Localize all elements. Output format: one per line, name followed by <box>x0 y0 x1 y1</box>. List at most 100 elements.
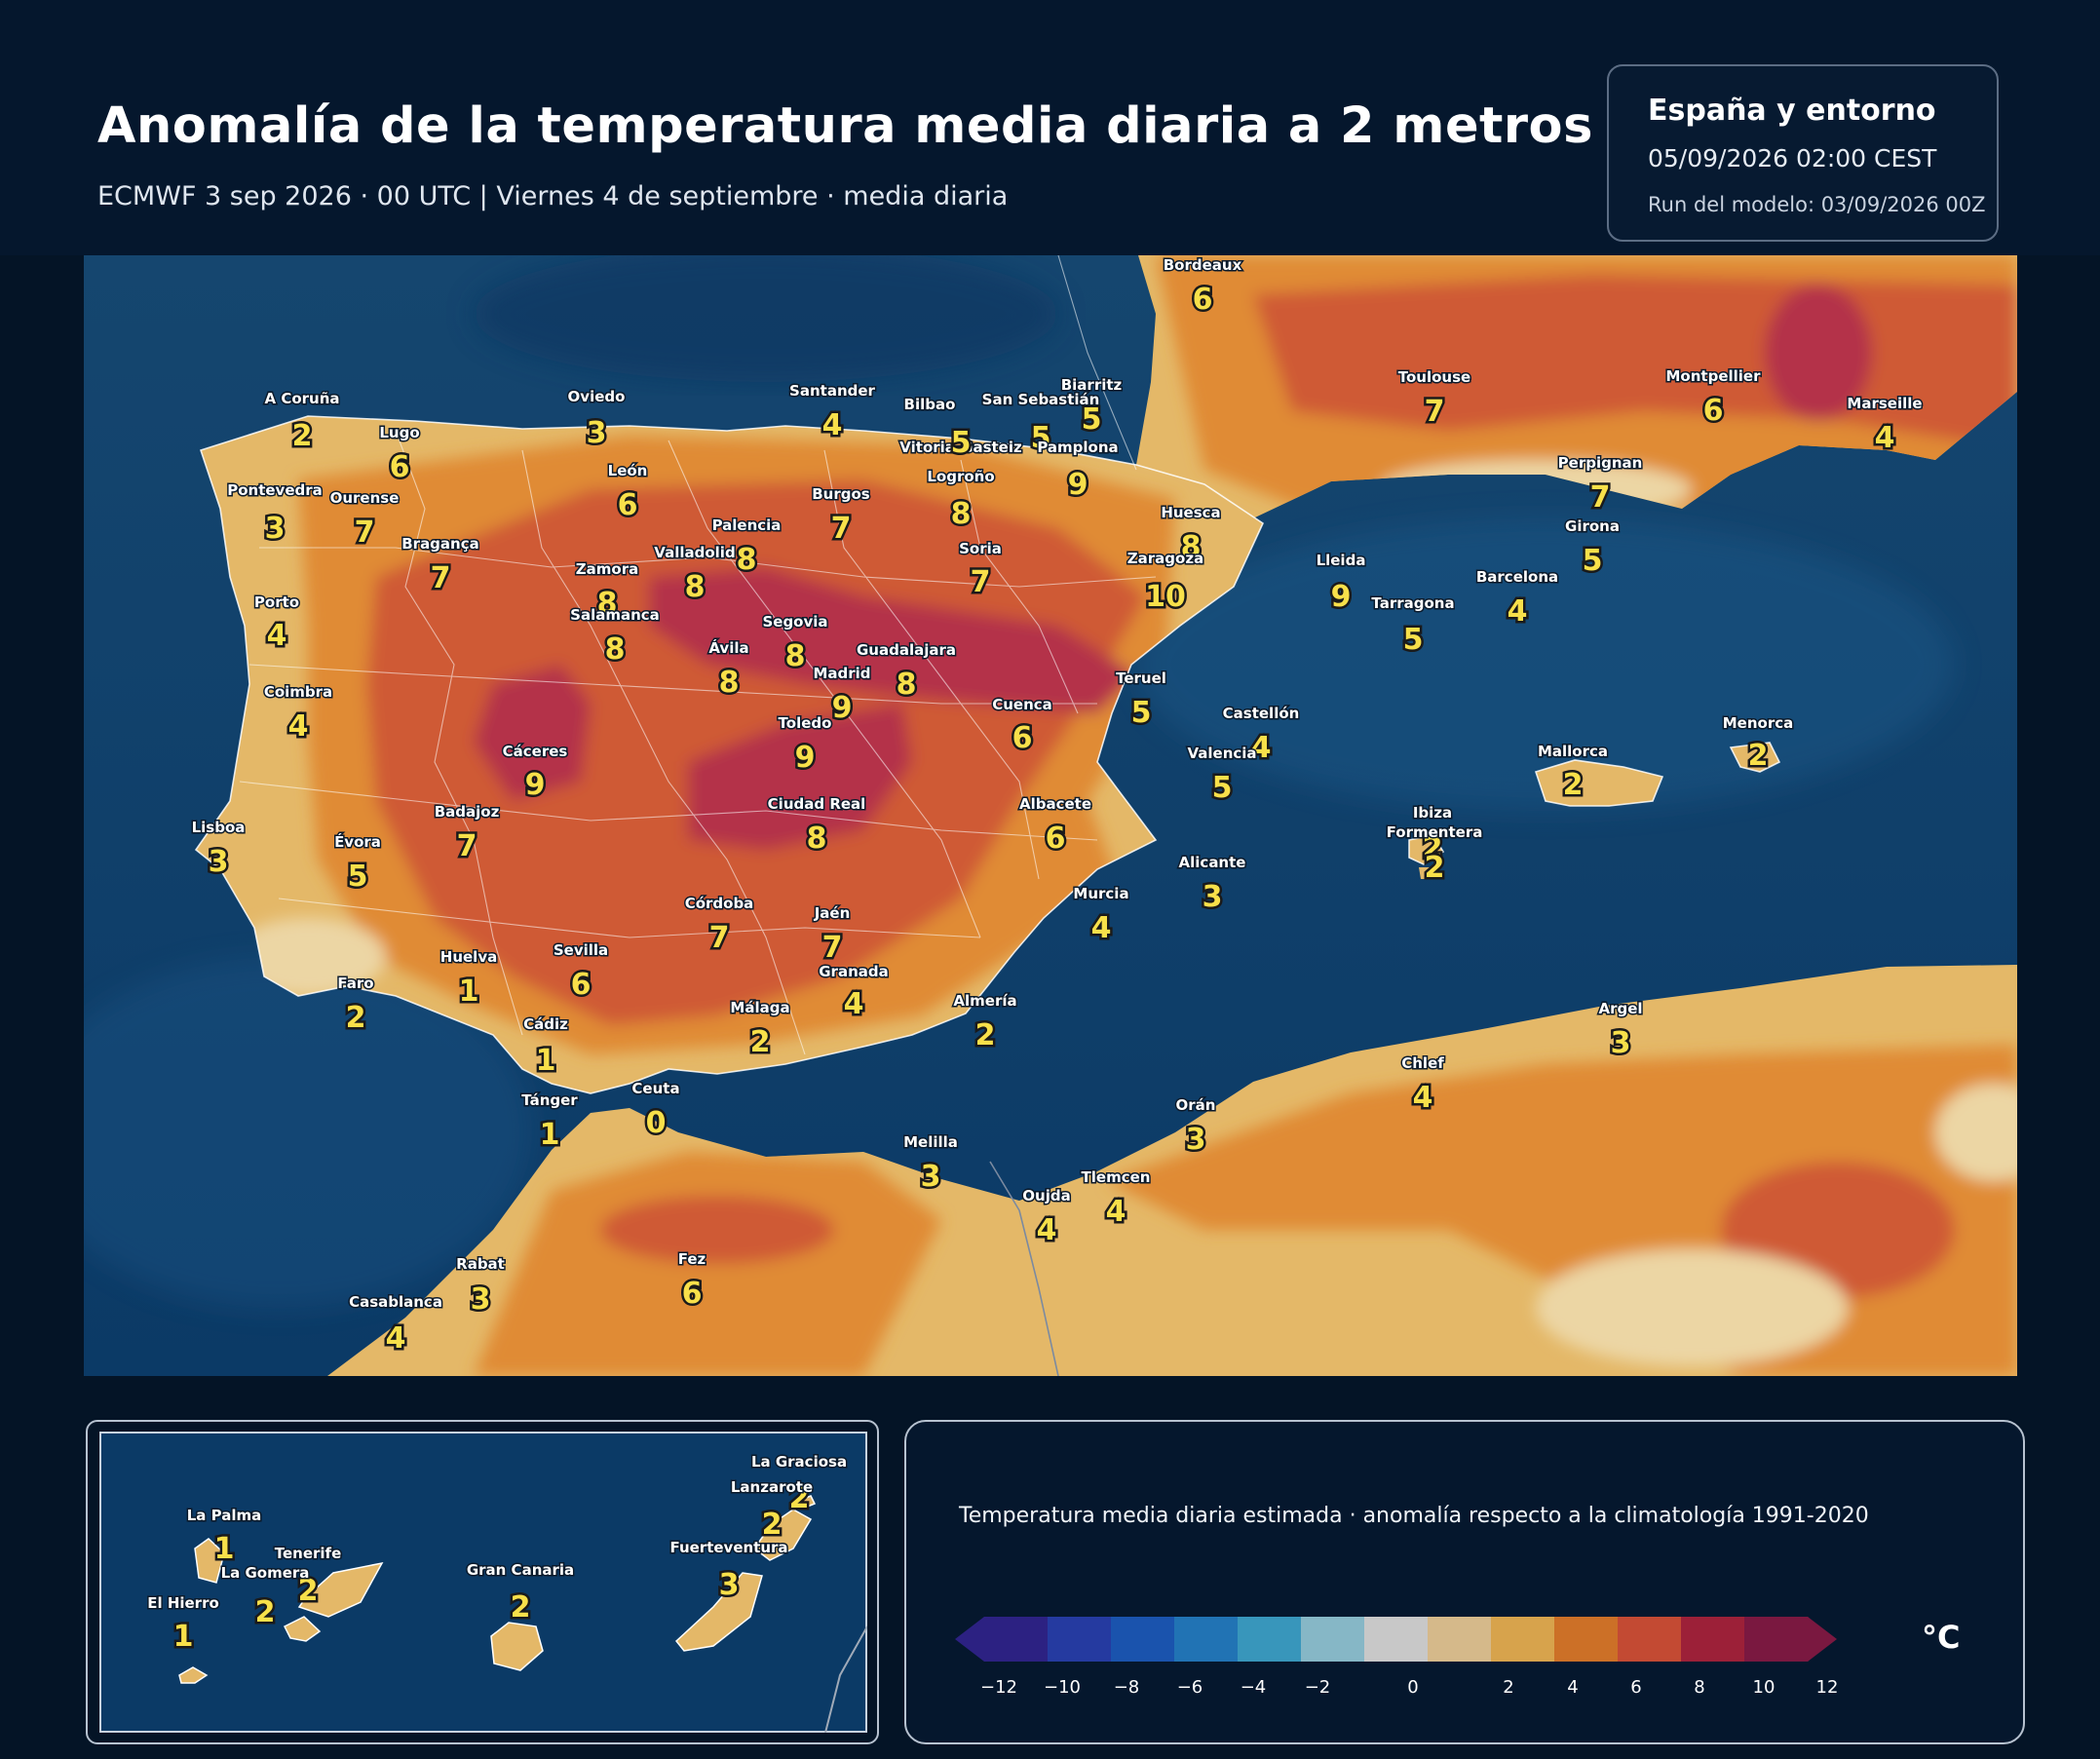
page-title: Anomalía de la temperatura media diaria … <box>97 97 1593 155</box>
city-label-toledo: Toledo <box>779 714 832 732</box>
anomaly-value-pamplona: 9 <box>1068 468 1088 502</box>
city-label-badajoz: Badajoz <box>435 803 500 821</box>
city-label-biarritz: Biarritz <box>1061 376 1123 394</box>
canary-value-la-graciosa: 2 <box>789 1481 810 1515</box>
city-label-san-sebastian: San Sebastián <box>982 391 1100 408</box>
city-label-huesca: Huesca <box>1161 504 1220 521</box>
city-label-salamanca: Salamanca <box>570 606 660 624</box>
anomaly-value-evora: 5 <box>348 860 368 894</box>
anomaly-value-logrono: 8 <box>951 497 972 531</box>
city-label-rabat: Rabat <box>456 1255 505 1273</box>
anomaly-value-alicante: 3 <box>1203 880 1223 914</box>
city-label-perpignan: Perpignan <box>1558 454 1643 472</box>
anomaly-value-zamora: 8 <box>597 587 618 621</box>
city-label-guadalajara: Guadalajara <box>857 641 956 659</box>
anomaly-value-castellon: 4 <box>1251 731 1272 765</box>
anomaly-value-cuenca: 6 <box>1012 721 1033 755</box>
anomaly-value-murcia: 4 <box>1091 911 1112 945</box>
anomaly-value-badajoz: 7 <box>457 829 477 863</box>
anomaly-value-valencia: 5 <box>1212 771 1233 805</box>
anomaly-value-valladolid: 8 <box>685 570 706 604</box>
anomaly-value-toledo: 9 <box>795 741 816 775</box>
city-label-bilbao: Bilbao <box>904 396 956 413</box>
city-label-zaragoza: Zaragoza <box>1127 550 1203 567</box>
city-label-murcia: Murcia <box>1073 885 1128 902</box>
colorbar-tick-label: −8 <box>1114 1677 1140 1698</box>
colorbar-tick-label: 4 <box>1567 1677 1578 1698</box>
colorbar-bin <box>1491 1617 1555 1662</box>
anomaly-value-formentera: 2 <box>1425 851 1445 885</box>
city-label-palencia: Palencia <box>712 516 782 534</box>
city-label-valladolid: Valladolid <box>654 544 735 561</box>
colorbar-extend-high <box>1808 1617 1837 1662</box>
city-label-logrono: Logroño <box>927 468 994 485</box>
anomaly-value-leon: 6 <box>618 488 638 522</box>
anomaly-value-faro: 2 <box>346 1001 366 1035</box>
morocco-algeria-border <box>989 1161 1059 1376</box>
anomaly-value-oran: 3 <box>1186 1123 1206 1157</box>
city-label-formentera: Formentera <box>1387 823 1483 841</box>
canary-label-la-gomera: La Gomera <box>221 1564 310 1582</box>
city-label-tanger: Tánger <box>521 1091 578 1109</box>
anomaly-value-almeria: 2 <box>975 1018 996 1052</box>
city-label-marseille: Marseille <box>1847 395 1922 412</box>
main-anomaly-map[interactable]: Bordeaux 6 Toulouse 7 Montpellier 6 Marseille 4… <box>84 255 2017 1376</box>
colorbar-bin <box>1618 1617 1682 1662</box>
colorbar-bin <box>1681 1617 1745 1662</box>
colorbar-bin <box>1744 1617 1809 1662</box>
colorbar-bin <box>1238 1617 1302 1662</box>
city-label-porto: Porto <box>254 593 299 611</box>
city-label-alicante: Alicante <box>1179 854 1246 871</box>
anomaly-value-madrid: 9 <box>832 691 853 725</box>
header-bar: Anomalía de la temperatura media diaria … <box>0 0 2100 255</box>
canary-label-el-hierro: El Hierro <box>147 1594 219 1612</box>
city-label-pamplona: Pamplona <box>1037 439 1118 456</box>
city-label-toulouse: Toulouse <box>1398 368 1470 386</box>
city-label-cuenca: Cuenca <box>992 696 1052 713</box>
city-label-valencia: Valencia <box>1187 745 1256 762</box>
page-subtitle: ECMWF 3 sep 2026 · 00 UTC | Viernes 4 de… <box>97 181 1009 211</box>
colorbar-bin <box>1364 1617 1429 1662</box>
canary-value-la-palma: 1 <box>214 1532 235 1566</box>
colorbar-bin <box>1174 1617 1239 1662</box>
anomaly-value-santander: 4 <box>822 408 843 442</box>
anomaly-value-burgos: 7 <box>831 512 852 546</box>
info-model-run: Run del modelo: 03/09/2026 00Z <box>1648 193 1986 216</box>
city-label-huelva: Huelva <box>440 948 497 966</box>
anomaly-value-salamanca: 8 <box>605 632 626 667</box>
city-label-melilla: Melilla <box>903 1133 958 1151</box>
city-label-montpellier: Montpellier <box>1666 367 1762 385</box>
anomaly-value-pontevedra: 3 <box>265 512 286 546</box>
city-label-burgos: Burgos <box>812 485 870 503</box>
anomaly-value-a-coruna: 2 <box>292 419 313 453</box>
anomaly-value-perpignan: 7 <box>1590 480 1611 515</box>
anomaly-value-marseille: 4 <box>1875 421 1895 455</box>
city-label-oviedo: Oviedo <box>568 388 626 405</box>
anomaly-value-coimbra: 4 <box>288 709 309 744</box>
city-label-madrid: Madrid <box>813 665 870 682</box>
anomaly-value-zaragoza: 10 <box>1145 580 1186 614</box>
colorbar-tick-label: 8 <box>1694 1677 1704 1698</box>
anomaly-value-biarritz: 5 <box>1082 402 1102 437</box>
city-label-vitoria-gasteiz: Vitoria-Gasteiz <box>899 439 1022 456</box>
city-label-argel: Argel <box>1598 1000 1642 1017</box>
anomaly-value-jaen: 7 <box>822 931 843 965</box>
legend-caption: Temperatura media diaria estimada · anom… <box>959 1504 1869 1528</box>
city-label-lugo: Lugo <box>379 424 419 441</box>
city-label-mallorca: Mallorca <box>1538 743 1608 760</box>
anomaly-value-guadalajara: 8 <box>897 668 917 702</box>
anomaly-value-oujda: 4 <box>1037 1213 1057 1247</box>
city-label-girona: Girona <box>1565 517 1620 535</box>
legend-unit: °C <box>1922 1619 1961 1656</box>
anomaly-value-melilla: 3 <box>921 1160 941 1194</box>
colorbar-tick-label: −6 <box>1177 1677 1203 1698</box>
city-label-leon: León <box>608 462 648 479</box>
canary-value-tenerife: 2 <box>298 1574 319 1608</box>
city-label-jaen: Jaén <box>814 904 851 922</box>
colorbar-tick-label: −10 <box>1044 1677 1081 1698</box>
anomaly-value-palencia: 8 <box>737 543 757 577</box>
anomaly-value-ciudad-real: 8 <box>807 822 827 856</box>
city-label-ibiza: Ibiza <box>1413 804 1452 822</box>
city-label-caceres: Cáceres <box>503 743 568 760</box>
